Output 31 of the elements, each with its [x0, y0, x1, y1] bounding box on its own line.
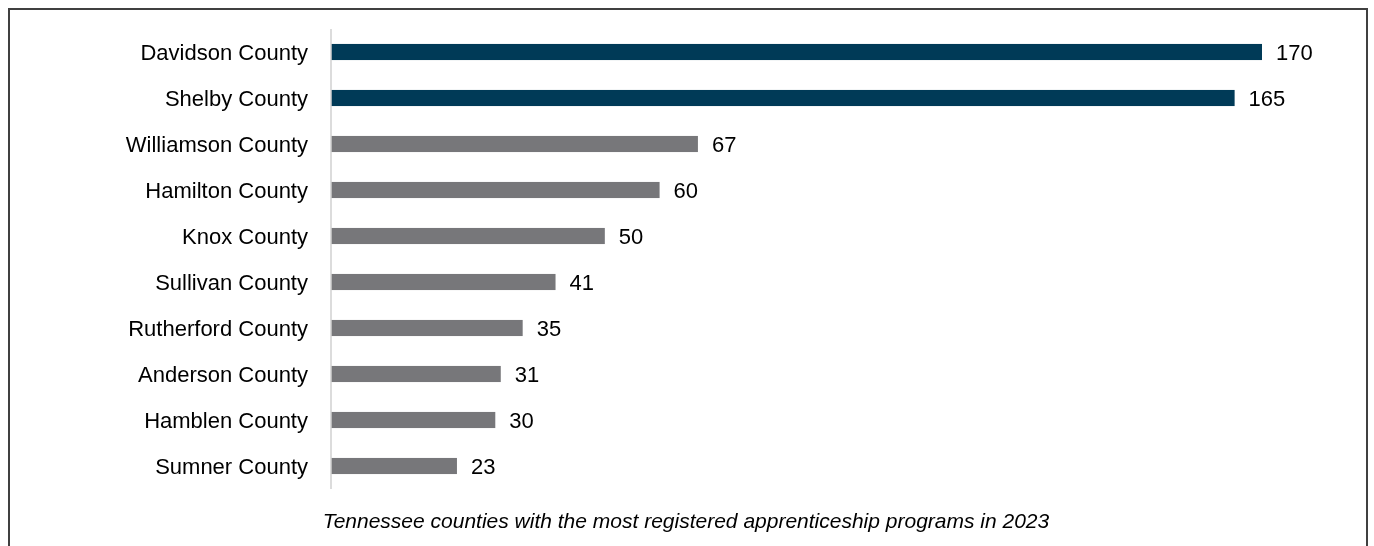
text: Tennessee counties with the most registered apprenticeship programs in 2023 — [322, 509, 1050, 532]
data-label: 23 — [470, 453, 496, 479]
y-tick-label: Hamilton County — [145, 177, 308, 203]
y-tick-label: Sumner County — [155, 453, 308, 479]
data-label: 165 — [1248, 85, 1286, 111]
y-tick-label: Williamson County — [125, 131, 308, 157]
bar — [331, 135, 698, 153]
data-label: 170 — [1276, 39, 1313, 65]
y-tick-label: Davidson County — [140, 39, 308, 65]
bar — [331, 365, 501, 383]
y-tick-label: Rutherford County — [128, 315, 308, 341]
bar — [331, 89, 1235, 107]
y-tick-label: Anderson County — [138, 361, 308, 387]
bar — [331, 411, 496, 429]
bar — [331, 273, 556, 291]
data-label: 60 — [673, 177, 699, 203]
bar — [331, 319, 523, 337]
data-label: 35 — [536, 315, 562, 341]
y-tick-label: Shelby County — [164, 85, 308, 111]
bar — [331, 227, 605, 245]
data-label: 30 — [509, 407, 534, 433]
data-label: 41 — [569, 269, 595, 295]
data-label: 31 — [514, 361, 540, 387]
y-tick-label: Hamblen County — [144, 407, 308, 433]
y-tick-label: Knox County — [182, 223, 308, 249]
bar — [331, 43, 1262, 61]
y-tick-label: Sullivan County — [155, 269, 308, 295]
bar — [331, 457, 457, 475]
data-label: 50 — [618, 223, 644, 249]
bar — [331, 181, 660, 199]
data-label: 67 — [711, 131, 737, 157]
